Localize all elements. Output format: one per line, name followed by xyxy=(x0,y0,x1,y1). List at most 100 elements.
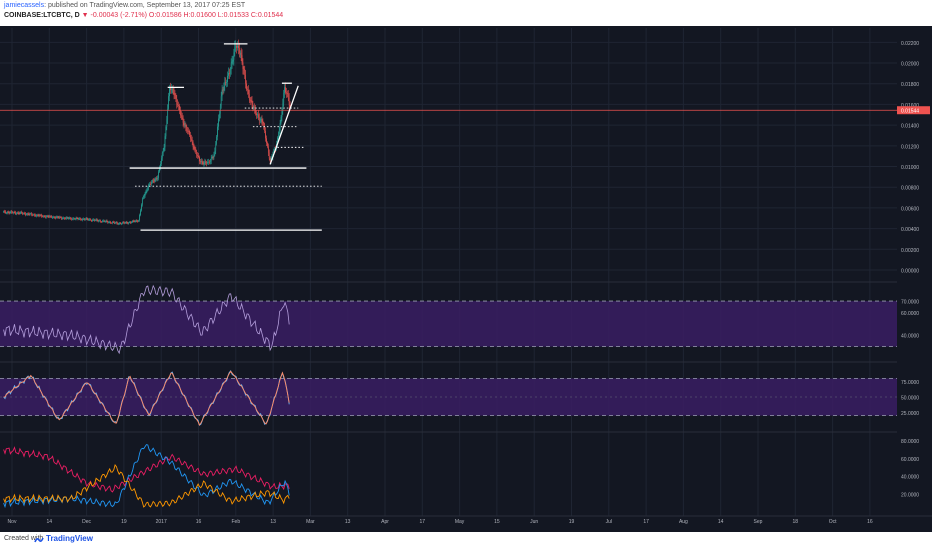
candle-body xyxy=(22,213,24,215)
symbol-label: COINBASE:LTCBTC, D xyxy=(4,12,80,19)
chart-canvas[interactable]: 0.02200 0.02000 0.01800 0.01600 0.01400 0.012… xyxy=(0,26,932,524)
candle-body xyxy=(131,220,133,223)
candle-body xyxy=(115,222,117,224)
candle-body xyxy=(248,94,250,100)
candle-body xyxy=(287,93,289,98)
candle-body xyxy=(52,217,53,219)
candle-body xyxy=(252,104,254,108)
candle-body xyxy=(13,212,14,213)
candle-body xyxy=(169,87,170,97)
candle-body xyxy=(44,216,46,218)
stoch-y-tick-label: 25.0000 xyxy=(901,411,919,417)
candle-body xyxy=(55,217,57,218)
candle-body xyxy=(205,161,207,163)
candle-body xyxy=(152,180,154,182)
candle-body xyxy=(194,148,196,150)
candle-body xyxy=(246,83,247,90)
rsi-line xyxy=(3,284,290,355)
candle-body xyxy=(238,48,240,54)
candle-body xyxy=(114,222,116,224)
candle-body xyxy=(155,178,157,180)
rsi-y-tick-label: 40.0000 xyxy=(901,334,919,340)
candle-body xyxy=(132,220,134,222)
candle-body xyxy=(195,149,197,152)
y-tick-label: 0.01800 xyxy=(901,82,919,88)
footer: Created with TradingView xyxy=(0,532,932,550)
x-tick-label: 16 xyxy=(196,519,202,524)
candle-body xyxy=(197,155,198,156)
candle-body xyxy=(261,119,263,123)
candle-body xyxy=(129,222,130,224)
candle-body xyxy=(204,161,206,164)
candle-body xyxy=(40,214,42,216)
candle-body xyxy=(209,161,211,163)
candle-body xyxy=(222,89,224,91)
candle-body xyxy=(237,45,238,48)
candle-body xyxy=(182,117,184,123)
candle-body xyxy=(25,214,27,216)
candle-body xyxy=(31,213,33,215)
candle-body xyxy=(228,72,230,74)
candle-body xyxy=(226,82,227,83)
candle-body xyxy=(241,55,243,63)
candle-body xyxy=(68,218,70,220)
candle-body xyxy=(17,212,19,214)
candle-body xyxy=(48,216,50,218)
candle-body xyxy=(233,52,235,60)
tradingview-brand[interactable]: TradingView xyxy=(46,534,93,543)
support-resistance-levels xyxy=(129,43,322,231)
stoch-y-tick-label: 75.0000 xyxy=(901,380,919,386)
candle-body xyxy=(81,219,82,221)
candle-body xyxy=(32,214,33,216)
candle-body xyxy=(163,147,165,151)
candle-body xyxy=(63,217,64,219)
candle-body xyxy=(47,215,49,217)
candle-body xyxy=(190,138,192,140)
candle-body xyxy=(135,220,137,222)
candle-body xyxy=(95,219,97,221)
candle-body xyxy=(176,98,178,104)
candle-body xyxy=(281,111,283,118)
x-tick-label: Jun xyxy=(530,519,538,524)
candle-body xyxy=(39,214,41,216)
candle-body xyxy=(43,215,44,217)
candle-body xyxy=(199,157,200,162)
price-series xyxy=(0,39,897,226)
candle-body xyxy=(267,146,269,153)
candle-body xyxy=(11,211,13,213)
candle-body xyxy=(186,127,188,131)
candle-body xyxy=(202,161,204,164)
candle-body xyxy=(102,220,103,222)
y-tick-label: 0.02200 xyxy=(901,41,919,47)
candle-body xyxy=(277,137,278,144)
candle-body xyxy=(104,221,106,223)
dmi-y-tick-label: 20.0000 xyxy=(901,493,919,499)
candle-body xyxy=(170,87,171,91)
candle-body xyxy=(15,213,17,215)
candle-body xyxy=(189,131,190,135)
candle-body xyxy=(242,62,244,69)
candle-body xyxy=(288,97,290,105)
candle-body xyxy=(5,211,6,213)
candle-body xyxy=(247,89,248,91)
x-tick-label: Aug xyxy=(679,519,688,524)
candle-body xyxy=(107,221,109,223)
candle-body xyxy=(220,96,222,107)
candle-body xyxy=(46,215,48,217)
author-link[interactable]: jamiecassels xyxy=(4,2,45,9)
candle-body xyxy=(173,92,175,95)
candle-body xyxy=(167,108,169,120)
candle-body xyxy=(15,212,16,214)
candle-body xyxy=(245,74,247,84)
last-price-badge xyxy=(897,106,930,115)
y-tick-label: 0.00000 xyxy=(901,269,919,275)
candle-body xyxy=(35,215,37,217)
candle-body xyxy=(7,212,9,213)
candle-body xyxy=(21,212,23,214)
candle-body xyxy=(201,161,203,163)
x-tick-label: 18 xyxy=(793,519,799,524)
candle-body xyxy=(259,119,261,121)
candle-body xyxy=(91,220,92,221)
stoch-d-line xyxy=(3,370,290,426)
candle-body xyxy=(147,188,149,191)
